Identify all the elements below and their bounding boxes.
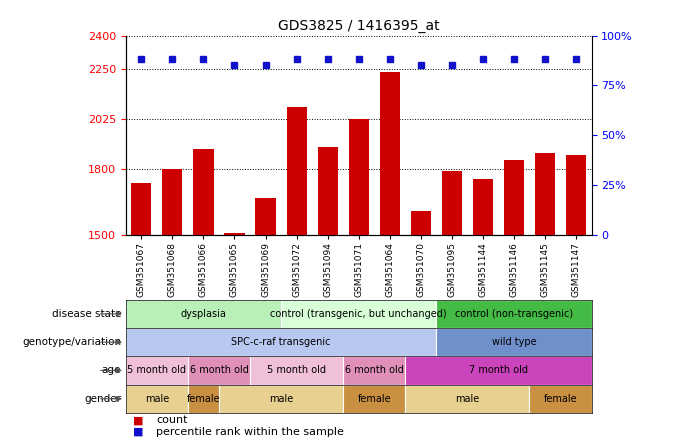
- Bar: [163, 169, 182, 235]
- Bar: [286, 107, 307, 235]
- Text: 7 month old: 7 month old: [469, 365, 528, 376]
- Bar: [437, 300, 592, 328]
- Bar: [256, 198, 275, 235]
- Bar: [126, 385, 188, 413]
- Text: 5 month old: 5 month old: [267, 365, 326, 376]
- Bar: [126, 300, 281, 328]
- Text: ■: ■: [133, 427, 143, 437]
- Text: female: female: [358, 394, 391, 404]
- Text: count: count: [156, 416, 188, 425]
- Bar: [224, 233, 245, 235]
- Text: percentile rank within the sample: percentile rank within the sample: [156, 427, 344, 437]
- Text: 6 month old: 6 month old: [345, 365, 404, 376]
- Bar: [504, 160, 524, 235]
- Text: wild type: wild type: [492, 337, 537, 347]
- Text: SPC-c-raf transgenic: SPC-c-raf transgenic: [231, 337, 330, 347]
- Text: female: female: [186, 394, 220, 404]
- Text: male: male: [456, 394, 479, 404]
- Bar: [405, 385, 530, 413]
- Text: female: female: [544, 394, 577, 404]
- Text: control (non-transgenic): control (non-transgenic): [455, 309, 573, 319]
- Bar: [437, 328, 592, 356]
- Bar: [318, 147, 338, 235]
- Bar: [131, 183, 152, 235]
- Text: 5 month old: 5 month old: [127, 365, 186, 376]
- Text: dysplasia: dysplasia: [180, 309, 226, 319]
- Bar: [442, 171, 462, 235]
- Bar: [343, 385, 405, 413]
- Bar: [411, 211, 431, 235]
- Text: disease state: disease state: [52, 309, 121, 319]
- Bar: [349, 119, 369, 235]
- Bar: [126, 328, 437, 356]
- Bar: [343, 356, 405, 385]
- Text: male: male: [145, 394, 169, 404]
- Bar: [250, 356, 343, 385]
- Text: genotype/variation: genotype/variation: [22, 337, 121, 347]
- Bar: [566, 155, 586, 235]
- Text: control (transgenic, but unchanged): control (transgenic, but unchanged): [271, 309, 447, 319]
- Text: 6 month old: 6 month old: [190, 365, 248, 376]
- Bar: [379, 72, 400, 235]
- Bar: [188, 385, 219, 413]
- Text: male: male: [269, 394, 293, 404]
- Bar: [188, 356, 250, 385]
- Title: GDS3825 / 1416395_at: GDS3825 / 1416395_at: [278, 19, 439, 33]
- Bar: [473, 179, 493, 235]
- Bar: [193, 149, 214, 235]
- Bar: [535, 153, 555, 235]
- Bar: [530, 385, 592, 413]
- Text: gender: gender: [84, 394, 121, 404]
- Bar: [219, 385, 343, 413]
- Text: age: age: [102, 365, 121, 376]
- Bar: [405, 356, 592, 385]
- Bar: [126, 356, 188, 385]
- Bar: [281, 300, 437, 328]
- Text: ■: ■: [133, 416, 143, 425]
